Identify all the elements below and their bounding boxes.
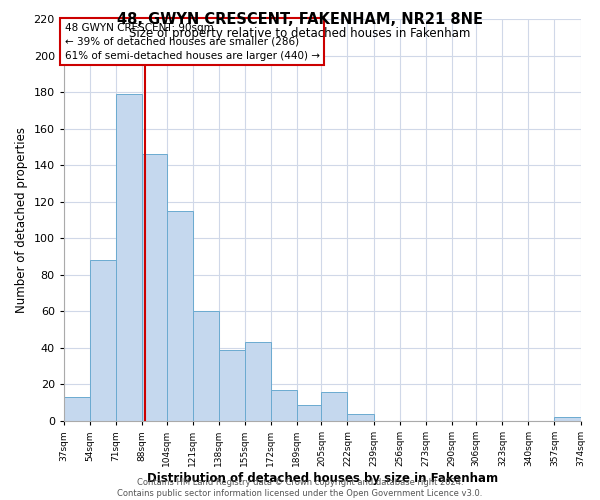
Bar [271,390,297,421]
Bar [554,418,581,421]
Bar [193,312,218,421]
Bar [167,211,193,421]
Bar [142,154,167,421]
Text: 48, GWYN CRESCENT, FAKENHAM, NR21 8NE: 48, GWYN CRESCENT, FAKENHAM, NR21 8NE [117,12,483,28]
X-axis label: Distribution of detached houses by size in Fakenham: Distribution of detached houses by size … [146,472,498,485]
Bar [245,342,271,421]
Bar [297,404,322,421]
Y-axis label: Number of detached properties: Number of detached properties [15,127,28,313]
Bar [64,398,90,421]
Text: Contains HM Land Registry data © Crown copyright and database right 2024.
Contai: Contains HM Land Registry data © Crown c… [118,478,482,498]
Bar [90,260,116,421]
Text: 48 GWYN CRESCENT: 90sqm
← 39% of detached houses are smaller (286)
61% of semi-d: 48 GWYN CRESCENT: 90sqm ← 39% of detache… [65,22,320,60]
Bar [322,392,347,421]
Bar [347,414,374,421]
Text: Size of property relative to detached houses in Fakenham: Size of property relative to detached ho… [130,28,470,40]
Bar [218,350,245,421]
Bar [116,94,142,421]
